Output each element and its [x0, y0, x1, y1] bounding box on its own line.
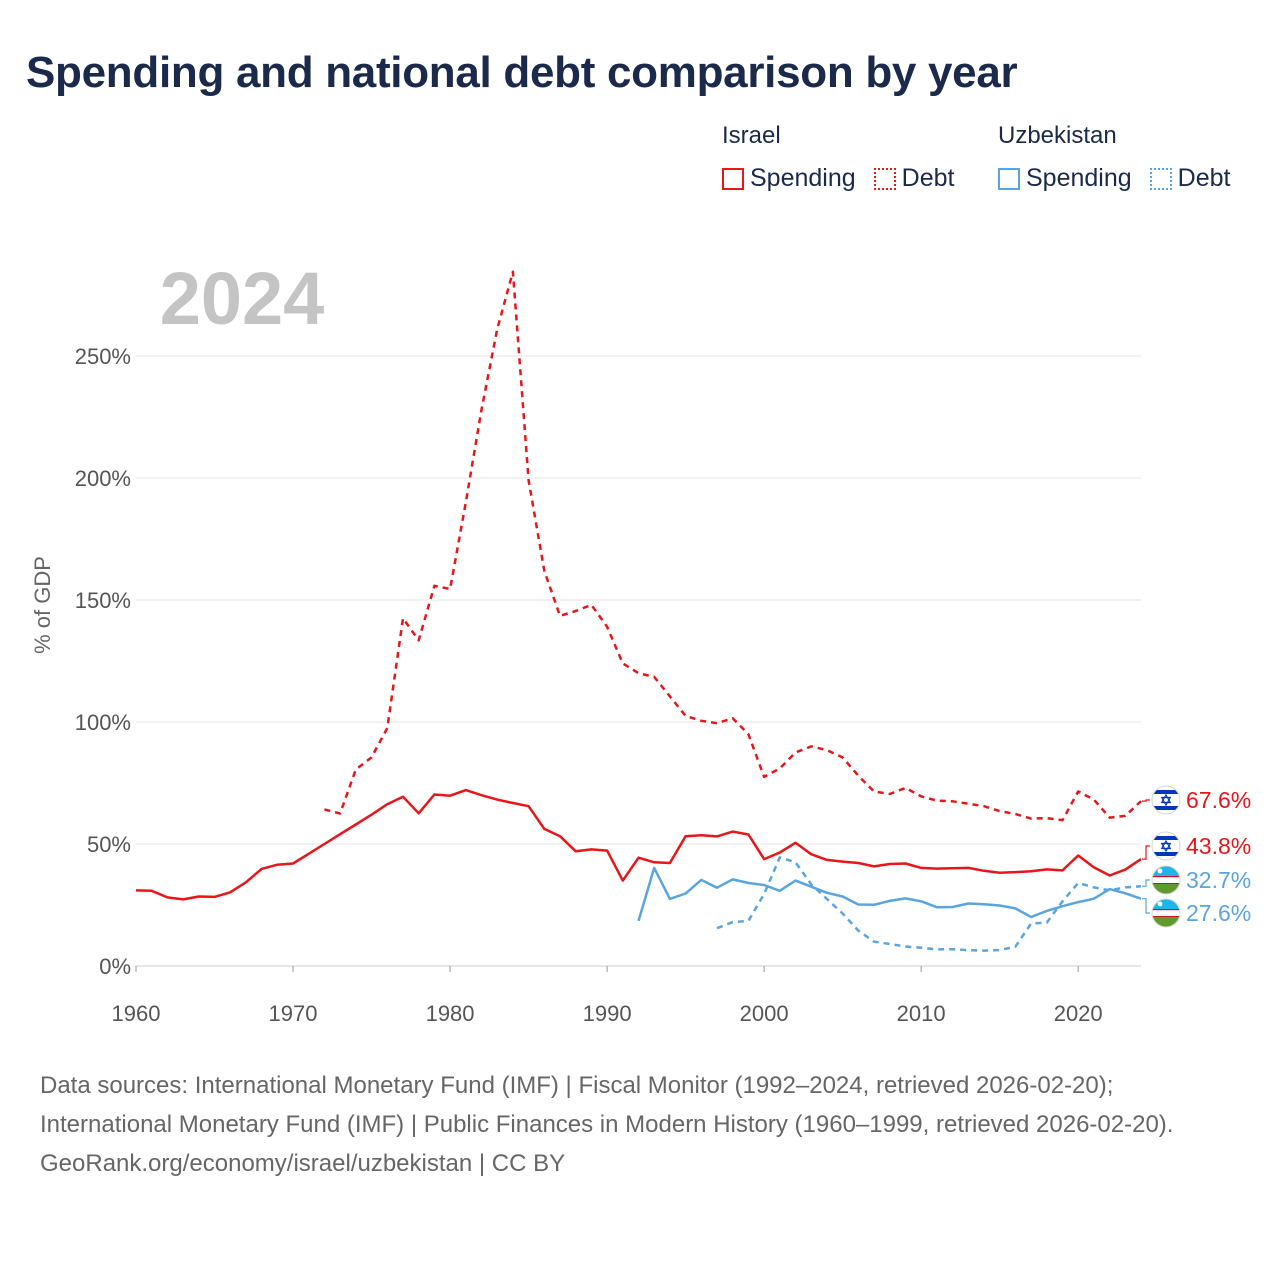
legend-group-name: Israel: [722, 122, 781, 149]
x-tick-label: 2000: [740, 1001, 789, 1026]
end-connector: [1142, 898, 1150, 914]
footer: Data sources: International Monetary Fun…: [40, 1066, 1250, 1183]
israel-flag-icon: [1152, 832, 1180, 860]
flag-stripe: [1152, 836, 1180, 840]
y-tick-label: 250%: [75, 344, 131, 369]
legend-group-israel: Israel Spending Debt: [722, 122, 972, 193]
y-tick-label: 150%: [75, 588, 131, 613]
x-tick-label: 2020: [1054, 1001, 1103, 1026]
flag-band-green: [1152, 917, 1180, 927]
flag-border: [1151, 785, 1181, 815]
star-of-david-icon: [1160, 796, 1172, 807]
crescent-icon: [1157, 868, 1163, 874]
star-of-david-icon: [1160, 793, 1172, 804]
legend-label: Spending: [1026, 164, 1132, 192]
x-tick-label: 2010: [897, 1001, 946, 1026]
end-value-label: 32.7%: [1186, 867, 1251, 893]
legend-item-uzbekistan-debt[interactable]: Debt: [1149, 164, 1231, 193]
x-tick-label: 1990: [583, 1001, 632, 1026]
flag-band-green: [1152, 884, 1180, 894]
star-of-david-icon: [1160, 839, 1172, 850]
end-connector: [1142, 799, 1150, 802]
series-line-uzbekistan-debt: [716, 856, 1142, 952]
x-tick-label: 1960: [112, 1001, 161, 1026]
data-sources: Data sources: International Monetary Fun…: [40, 1072, 1174, 1138]
credit-link[interactable]: GeoRank.org/economy/israel/uzbekistan | …: [40, 1150, 566, 1177]
crescent-icon: [1157, 901, 1163, 907]
flag-line-red: [1152, 876, 1180, 878]
legend-item-israel-debt[interactable]: Debt: [873, 164, 955, 193]
line-chart: 0% 50% 100% 150% 200% 250% 1960 1970 1980 1990 200…: [30, 257, 1251, 1026]
y-tick-label: 50%: [87, 832, 131, 857]
uzbekistan-flag-icon: [1152, 899, 1180, 927]
x-tick-label: 1970: [269, 1001, 318, 1026]
flag-border: [1151, 831, 1181, 861]
legend-swatch-solid: [998, 167, 1020, 190]
legend-item-israel-spending[interactable]: Spending: [722, 164, 856, 193]
israel-flag-icon: [1152, 786, 1180, 814]
legend-item-uzbekistan-spending[interactable]: Spending: [998, 164, 1132, 193]
flag-line-red: [1152, 883, 1180, 885]
flag-line-red: [1152, 909, 1180, 911]
legend-swatch-dotted: [873, 167, 896, 190]
legend-group-name: Uzbekistan: [998, 122, 1117, 149]
flag-border: [1151, 865, 1181, 895]
flag-band-white: [1152, 909, 1180, 917]
chart-title: Spending and national debt comparison by…: [26, 48, 1018, 97]
y-tick-label: 100%: [75, 710, 131, 735]
y-tick-label: 0%: [99, 954, 131, 979]
end-value-label: 27.6%: [1186, 900, 1251, 926]
legend-label: Spending: [750, 164, 856, 192]
uzbekistan-flag-icon: [1152, 866, 1180, 894]
legend-label: Debt: [1177, 164, 1231, 192]
flag-line-red: [1152, 916, 1180, 918]
star-of-david-icon: [1160, 842, 1172, 853]
x-tick-label: 1980: [426, 1001, 475, 1026]
flag-band-blue: [1152, 899, 1180, 909]
y-axis-label: % of GDP: [30, 556, 55, 654]
flag-stripe: [1152, 806, 1180, 810]
flag-border: [1151, 898, 1181, 928]
y-tick-label: 200%: [75, 466, 131, 491]
series-line-israel-spending: [135, 788, 1142, 901]
end-value-label: 43.8%: [1186, 833, 1251, 859]
legend-swatch-dotted: [1149, 167, 1172, 190]
legend-swatch-solid: [722, 167, 744, 190]
end-connector: [1142, 845, 1150, 860]
flag-band-white: [1152, 876, 1180, 884]
flag-band-blue: [1152, 866, 1180, 876]
end-value-label: 67.6%: [1186, 787, 1251, 813]
flag-stripe: [1152, 852, 1180, 856]
legend-group-uzbekistan: Uzbekistan Spending Debt: [998, 122, 1230, 193]
series-line-israel-debt: [324, 270, 1142, 822]
legend-label: Debt: [901, 164, 955, 192]
end-connector: [1142, 879, 1150, 887]
series-line-uzbekistan-spending: [637, 866, 1142, 922]
flag-stripe: [1152, 790, 1180, 794]
year-watermark: 2024: [160, 257, 325, 340]
